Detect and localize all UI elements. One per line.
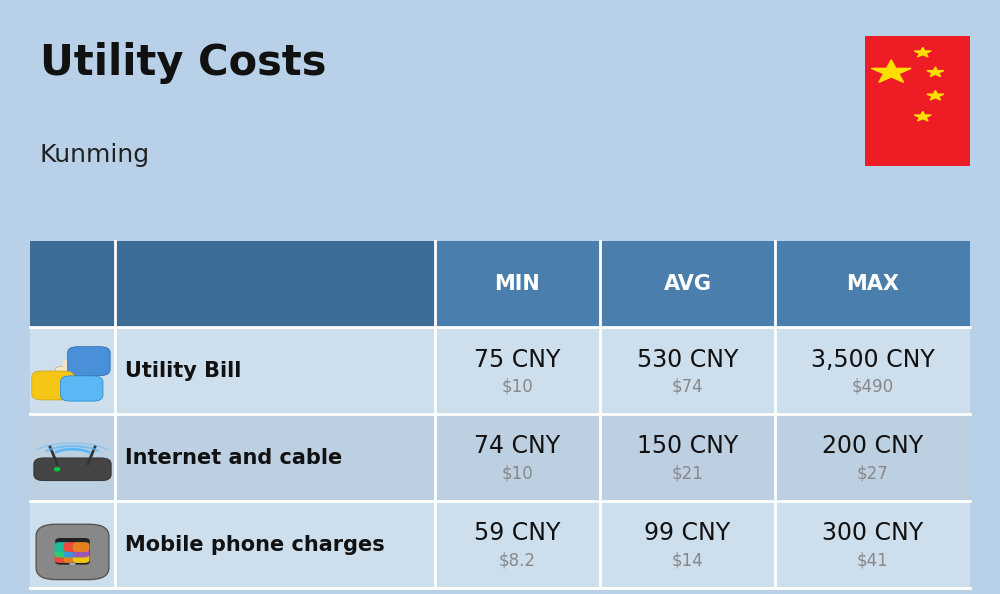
- Text: $14: $14: [672, 551, 703, 569]
- Text: 300 CNY: 300 CNY: [822, 522, 923, 545]
- Text: $8.2: $8.2: [499, 551, 536, 569]
- Text: $21: $21: [672, 465, 703, 482]
- FancyBboxPatch shape: [73, 542, 90, 552]
- Polygon shape: [871, 60, 911, 83]
- Polygon shape: [927, 67, 944, 77]
- Text: 530 CNY: 530 CNY: [637, 347, 738, 372]
- Text: 99 CNY: 99 CNY: [644, 522, 731, 545]
- FancyBboxPatch shape: [34, 458, 111, 481]
- Text: $27: $27: [857, 465, 888, 482]
- Text: Internet and cable: Internet and cable: [125, 448, 342, 467]
- Circle shape: [55, 468, 60, 471]
- FancyBboxPatch shape: [32, 371, 74, 400]
- Circle shape: [63, 359, 82, 370]
- FancyBboxPatch shape: [68, 347, 110, 375]
- FancyBboxPatch shape: [55, 366, 90, 391]
- Text: 150 CNY: 150 CNY: [637, 434, 738, 459]
- Text: 59 CNY: 59 CNY: [474, 522, 561, 545]
- Text: $41: $41: [857, 551, 888, 569]
- Text: MAX: MAX: [846, 274, 899, 294]
- FancyBboxPatch shape: [36, 525, 109, 580]
- FancyBboxPatch shape: [60, 376, 103, 401]
- FancyBboxPatch shape: [73, 553, 90, 563]
- Text: Mobile phone charges: Mobile phone charges: [125, 535, 385, 555]
- Text: MIN: MIN: [495, 274, 540, 294]
- FancyBboxPatch shape: [64, 553, 80, 563]
- FancyBboxPatch shape: [54, 542, 71, 552]
- Text: Kunming: Kunming: [40, 143, 150, 166]
- Circle shape: [69, 563, 76, 566]
- Text: $10: $10: [502, 378, 533, 396]
- Text: $10: $10: [502, 465, 533, 482]
- FancyBboxPatch shape: [54, 553, 71, 563]
- FancyBboxPatch shape: [30, 241, 435, 327]
- Polygon shape: [914, 48, 931, 57]
- FancyBboxPatch shape: [30, 415, 970, 501]
- Text: 74 CNY: 74 CNY: [474, 434, 561, 459]
- FancyBboxPatch shape: [30, 327, 970, 415]
- Text: 200 CNY: 200 CNY: [822, 434, 923, 459]
- FancyBboxPatch shape: [64, 542, 80, 552]
- FancyBboxPatch shape: [55, 538, 90, 565]
- Text: $74: $74: [672, 378, 703, 396]
- Text: Utility Costs: Utility Costs: [40, 42, 326, 84]
- FancyBboxPatch shape: [64, 548, 80, 558]
- FancyBboxPatch shape: [865, 36, 970, 166]
- Text: AVG: AVG: [664, 274, 712, 294]
- Text: 3,500 CNY: 3,500 CNY: [811, 347, 934, 372]
- Text: Utility Bill: Utility Bill: [125, 361, 241, 381]
- FancyBboxPatch shape: [54, 548, 71, 558]
- Polygon shape: [927, 90, 944, 100]
- FancyBboxPatch shape: [30, 241, 970, 327]
- Text: 75 CNY: 75 CNY: [474, 347, 561, 372]
- Polygon shape: [914, 111, 931, 121]
- FancyBboxPatch shape: [73, 548, 90, 558]
- Text: $490: $490: [851, 378, 894, 396]
- FancyBboxPatch shape: [30, 501, 970, 588]
